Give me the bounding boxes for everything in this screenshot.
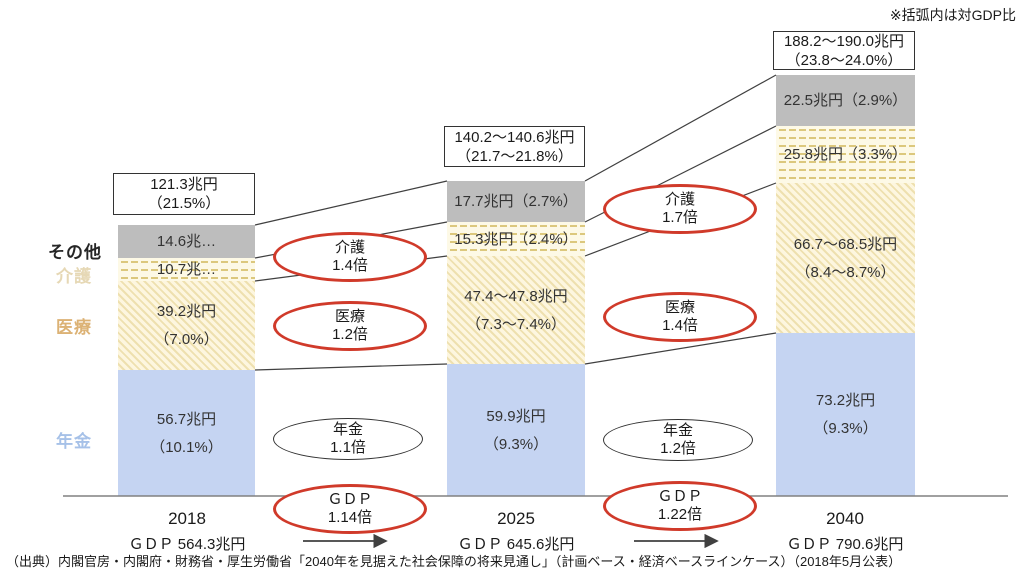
growth-oval-care-2040: 介護 1.7倍 bbox=[603, 184, 757, 234]
bar-2018-medical-segment: 39.2兆円 （7.0%） bbox=[118, 281, 255, 370]
total-value-2040: 188.2～190.0兆円 bbox=[783, 32, 905, 50]
growth-oval-gdp-2040: ＧＤＰ 1.22倍 bbox=[603, 481, 757, 531]
oval-label: 医療 bbox=[334, 308, 365, 325]
segment-value: 47.4～47.8兆円 bbox=[464, 287, 568, 305]
segment-label: 22.5兆円（2.9%） bbox=[783, 92, 908, 109]
connector-line bbox=[584, 74, 777, 182]
bar-2018-pension-segment: 56.7兆円 （10.1%） bbox=[118, 370, 255, 496]
oval-multiplier: 1.2倍 bbox=[332, 326, 368, 343]
total-pct-2018: （21.5%） bbox=[147, 195, 221, 212]
oval-multiplier: 1.22倍 bbox=[657, 506, 703, 523]
growth-oval-care-2025: 介護 1.4倍 bbox=[273, 232, 427, 282]
oval-label: 介護 bbox=[664, 191, 695, 208]
connector-line bbox=[254, 180, 448, 226]
growth-oval-gdp-2025: ＧＤＰ 1.14倍 bbox=[273, 484, 427, 534]
bar-2025-other-segment: 17.7兆円（2.7%） bbox=[447, 181, 585, 222]
segment-value: 56.7兆円 bbox=[156, 410, 217, 428]
gdp-label-2025: ＧＤＰ 645.6兆円 bbox=[457, 536, 575, 553]
segment-label: 15.3兆円（2.4%） bbox=[454, 230, 578, 248]
bar-2040-other-segment: 22.5兆円（2.9%） bbox=[776, 75, 915, 126]
oval-multiplier: 1.14倍 bbox=[327, 509, 373, 526]
growth-oval-pension-2040: 年金 1.2倍 bbox=[603, 419, 753, 461]
bar-2025-medical-segment: 47.4～47.8兆円 （7.3～7.4%） bbox=[447, 256, 585, 364]
bar-2025-pension-segment: 59.9兆円 （9.3%） bbox=[447, 364, 585, 496]
total-pct-2025: （21.7～21.8%） bbox=[456, 147, 573, 165]
gdp-label-2040: ＧＤＰ 790.6兆円 bbox=[786, 536, 904, 553]
segment-label: 14.6兆… bbox=[156, 233, 217, 250]
oval-label: 年金 bbox=[662, 422, 693, 439]
bar-2040-medical-segment: 66.7～68.5兆円 （8.4～8.7%） bbox=[776, 183, 915, 333]
total-box-2025: 140.2～140.6兆円 （21.7～21.8%） bbox=[444, 126, 585, 167]
total-value-2025: 140.2～140.6兆円 bbox=[454, 128, 575, 146]
segment-value: 66.7～68.5兆円 bbox=[793, 235, 898, 253]
oval-label: ＧＤＰ bbox=[657, 488, 703, 505]
segment-value: 39.2兆円 bbox=[156, 303, 217, 320]
oval-label: 介護 bbox=[334, 239, 365, 256]
bar-2018-other-segment: 14.6兆… bbox=[118, 225, 255, 258]
legend-label-other: その他 bbox=[48, 243, 102, 262]
growth-oval-medical-2040: 医療 1.4倍 bbox=[603, 292, 757, 342]
x-label-2040: 2040 bbox=[826, 509, 864, 528]
segment-pct: （10.1%） bbox=[150, 438, 223, 456]
oval-multiplier: 1.7倍 bbox=[662, 209, 698, 226]
segment-pct: （7.0%） bbox=[154, 331, 219, 348]
total-pct-2040: （23.8～24.0%） bbox=[785, 51, 903, 69]
bar-2040-care-segment: 25.8兆円（3.3%） bbox=[776, 126, 915, 183]
segment-pct: （7.3～7.4%） bbox=[465, 315, 567, 333]
total-box-2018: 121.3兆円 （21.5%） bbox=[113, 173, 255, 215]
segment-label: 10.7兆… bbox=[156, 261, 217, 278]
oval-multiplier: 1.2倍 bbox=[660, 440, 696, 457]
segment-label: 17.7兆円（2.7%） bbox=[454, 193, 578, 210]
growth-oval-medical-2025: 医療 1.2倍 bbox=[273, 301, 427, 351]
legend-label-medical: 医療 bbox=[56, 318, 92, 337]
segment-label: 25.8兆円（3.3%） bbox=[783, 146, 908, 163]
source-citation: （出典）内閣官房・内閣府・財務省・厚生労働省「2040年を見据えた社会保障の将来… bbox=[6, 554, 902, 569]
bar-2018-care-segment: 10.7兆… bbox=[118, 258, 255, 281]
oval-label: 年金 bbox=[332, 421, 363, 438]
gdp-ratio-note: ※括弧内は対GDP比 bbox=[889, 7, 1016, 23]
oval-multiplier: 1.4倍 bbox=[332, 257, 368, 274]
segment-pct: （9.3%） bbox=[483, 435, 549, 453]
x-label-2025: 2025 bbox=[497, 509, 535, 528]
growth-oval-pension-2025: 年金 1.1倍 bbox=[273, 418, 423, 460]
oval-multiplier: 1.4倍 bbox=[662, 317, 698, 334]
bar-2040-pension-segment: 73.2兆円 （9.3%） bbox=[776, 333, 915, 496]
total-box-2040: 188.2～190.0兆円 （23.8～24.0%） bbox=[773, 31, 915, 70]
bar-2025-care-segment: 15.3兆円（2.4%） bbox=[447, 222, 585, 256]
oval-label: ＧＤＰ bbox=[327, 491, 373, 508]
gdp-label-2018: ＧＤＰ 564.3兆円 bbox=[128, 536, 246, 553]
connector-line bbox=[254, 363, 448, 371]
segment-value: 73.2兆円 bbox=[815, 392, 876, 409]
segment-value: 59.9兆円 bbox=[486, 407, 546, 425]
legend-label-care: 介護 bbox=[56, 267, 92, 286]
total-value-2018: 121.3兆円 bbox=[150, 176, 218, 193]
oval-multiplier: 1.1倍 bbox=[330, 439, 366, 456]
x-label-2018: 2018 bbox=[168, 509, 206, 528]
segment-pct: （8.4～8.7%） bbox=[795, 263, 896, 281]
legend-label-pension: 年金 bbox=[56, 432, 92, 451]
oval-label: 医療 bbox=[664, 299, 695, 316]
segment-pct: （9.3%） bbox=[813, 420, 878, 437]
